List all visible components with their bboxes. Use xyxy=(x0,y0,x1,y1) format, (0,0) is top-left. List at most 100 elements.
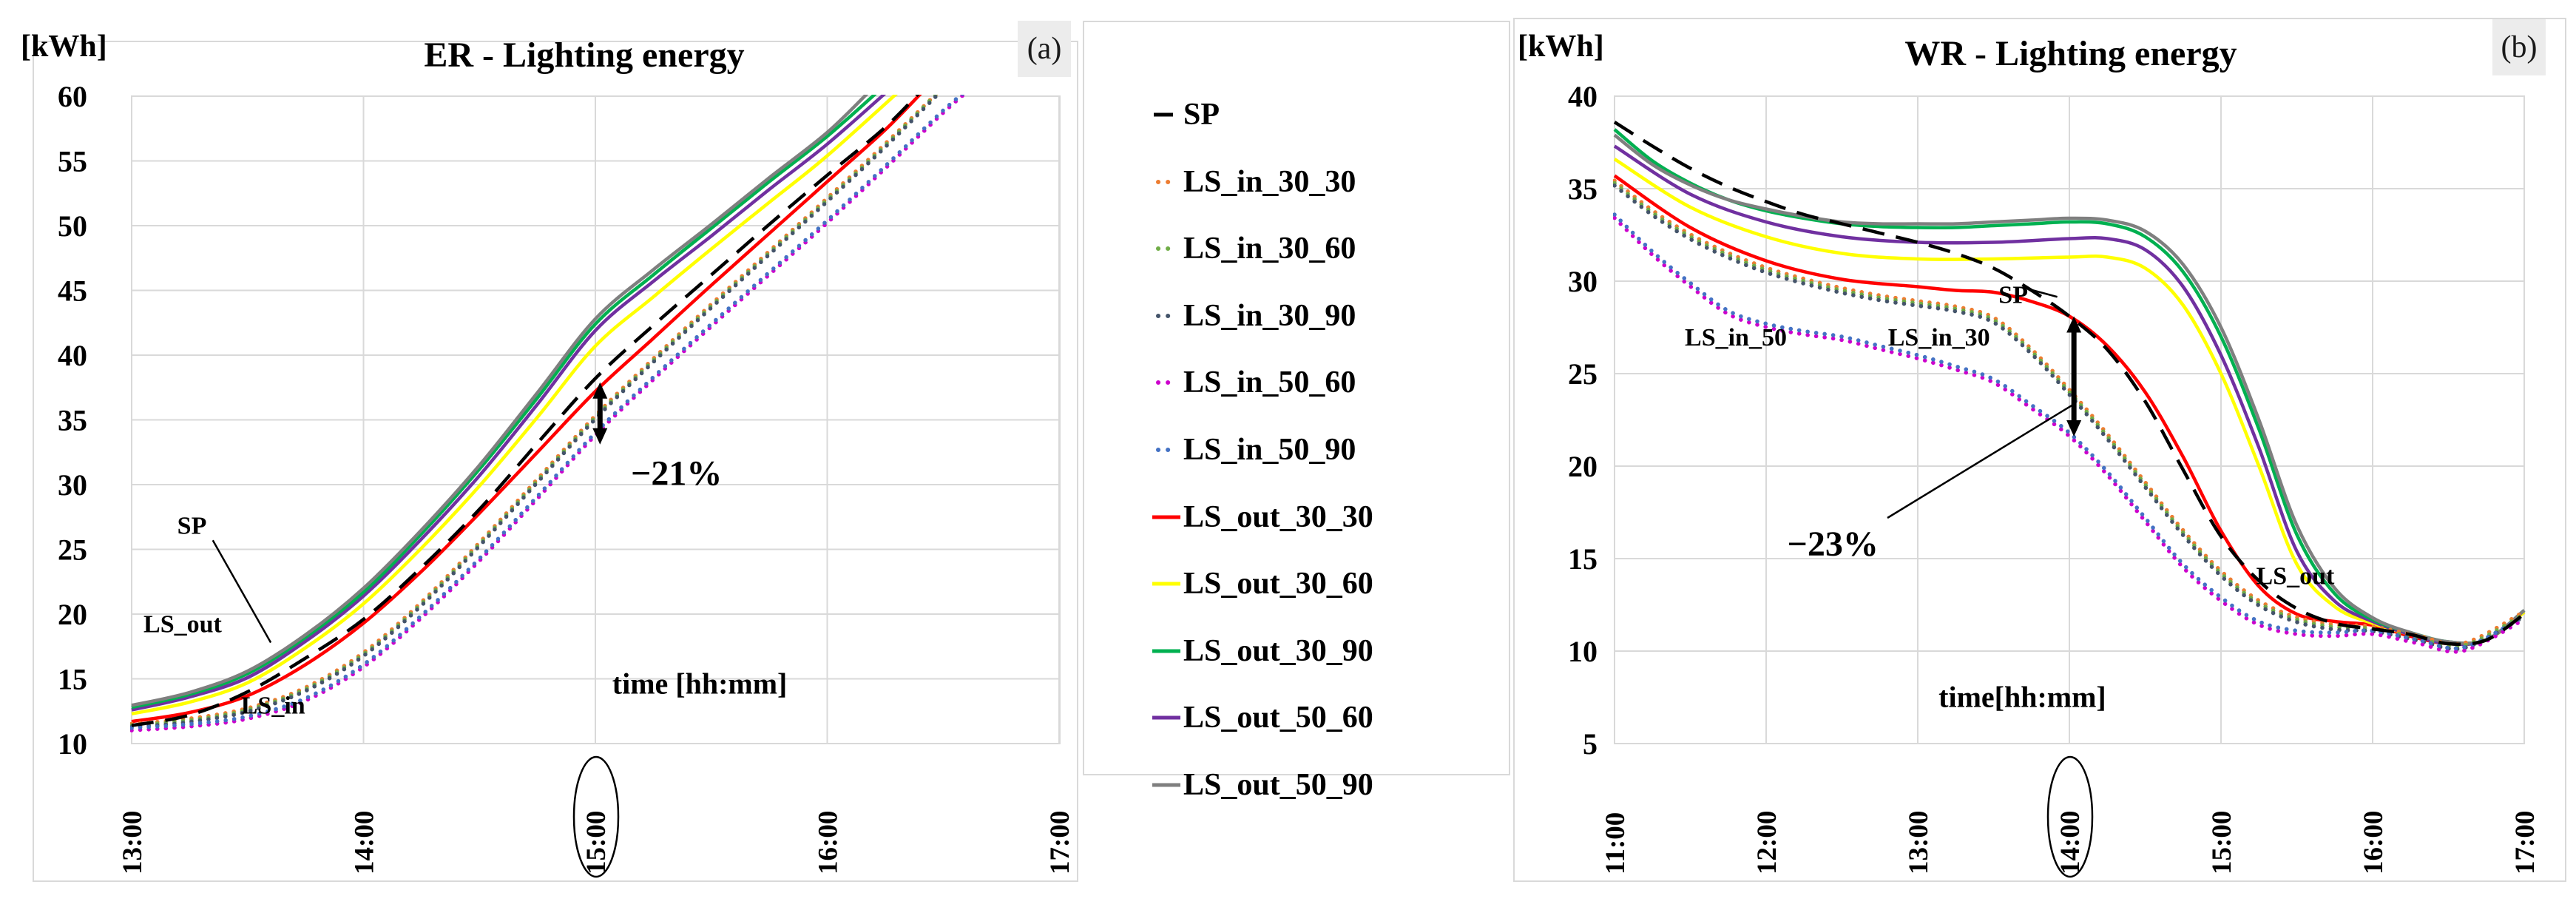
legend-label: LS_out_30_30 xyxy=(1183,499,1373,534)
y-tick-label: 20 xyxy=(1568,450,1598,483)
series-ls_in_50_90 xyxy=(130,95,965,730)
x-tick-label: 12:00 xyxy=(1752,811,1782,875)
x-axis-tick-labels: 13:00 14:00 15:00 16:00 17:00 xyxy=(118,755,1075,878)
chart-wr: WR - Lighting energy [kWh] 40 35 30 25 20 15 10 5… xyxy=(1518,30,2540,878)
percent-annotation: −23% xyxy=(1788,525,1879,564)
gridlines xyxy=(131,95,1061,744)
legend-label: LS_out_30_90 xyxy=(1183,633,1373,668)
subfigure-tag-a: (a) xyxy=(1018,21,1071,77)
series-ls_out_50_60 xyxy=(131,95,887,712)
series-sp xyxy=(1613,121,2526,647)
x-axis-tick-labels: 11:00 12:00 13:00 14:00 15:00 16:00 17:00 xyxy=(1600,755,2540,878)
annotation-pointer-line xyxy=(1887,404,2073,519)
annotations: LS_in_50 LS_in_30 SP LS_out −23% time[hh:mm] xyxy=(1685,282,2335,714)
legend-label: LS_in_30_30 xyxy=(1183,164,1356,199)
chart-er: ER - Lighting energy [kWh] 60 55 50 45 40 35 30 2… xyxy=(21,30,1075,878)
legend-label: LS_out_30_60 xyxy=(1183,567,1373,602)
legend-label: LS_in_30_90 xyxy=(1183,298,1356,333)
y-tick-label: 30 xyxy=(58,468,87,502)
legend-item-ls_out_30_90: LS_out_30_90 xyxy=(1084,632,1512,670)
y-tick-label: 15 xyxy=(1568,542,1598,576)
series-ls_in_50_90 xyxy=(1613,212,2526,651)
y-tick-label: 25 xyxy=(58,533,87,567)
annotations: SP LS_out LS_in −21% time [hh:mm] xyxy=(143,382,788,720)
percent-annotation: −21% xyxy=(631,454,722,493)
series-ls_in_50_60 xyxy=(1613,215,2526,654)
legend-label: SP xyxy=(1183,98,1220,132)
annotation-label-sp: SP xyxy=(178,512,207,539)
annotation-label-ls_in: LS_in xyxy=(241,693,305,720)
y-tick-label: 30 xyxy=(1568,265,1598,298)
legend-panel: SP LS_in_30_30 LS_in_30_60 LS_in_30_90 LS_in… xyxy=(1083,21,1512,802)
x-axis-label: time [hh:mm] xyxy=(612,667,788,701)
chart-title: WR - Lighting energy xyxy=(1904,34,2237,73)
x-tick-label: 13:00 xyxy=(118,811,148,875)
y-tick-label: 40 xyxy=(1568,80,1598,113)
series-ls_in_30_90 xyxy=(130,95,941,730)
y-tick-label: 15 xyxy=(58,663,87,696)
legend-item-ls_in_30_90: LS_in_30_90 xyxy=(1084,297,1512,335)
y-tick-label: 35 xyxy=(1568,172,1598,206)
series-lines xyxy=(1613,121,2526,654)
y-axis-tick-labels: 60 55 50 45 40 35 30 25 20 15 10 xyxy=(58,80,87,761)
legend-label: LS_in_50_60 xyxy=(1183,365,1356,400)
circled-tick-ellipse xyxy=(2046,755,2094,878)
chart-panel-wr xyxy=(1513,18,2566,882)
annotation-pointer-line xyxy=(212,539,272,644)
series-ls_in_30_30 xyxy=(130,95,939,726)
series-ls_in_30_60 xyxy=(130,95,939,728)
x-tick-label: 13:00 xyxy=(1904,811,1934,875)
y-tick-label: 40 xyxy=(58,339,87,372)
legend-item-ls_in_30_30: LS_in_30_30 xyxy=(1084,163,1512,201)
y-tick-label: 55 xyxy=(58,145,87,178)
series-ls_out_50_90 xyxy=(1613,133,2526,645)
annotation-label-sp: SP xyxy=(1998,282,2028,309)
subfigure-tag-b-label: (b) xyxy=(2501,30,2538,64)
series-ls_out_30_60 xyxy=(131,95,898,715)
y-tick-label: 45 xyxy=(58,274,87,308)
legend-item-ls_in_50_60: LS_in_50_60 xyxy=(1084,363,1512,402)
annotation-pointer-line xyxy=(2029,289,2058,298)
x-tick-label: 17:00 xyxy=(1045,811,1075,875)
legend-item-sp: SP xyxy=(1084,95,1512,134)
y-tick-label: 20 xyxy=(58,598,87,631)
y-tick-label: 10 xyxy=(1568,635,1598,668)
legend-label: LS_in_30_60 xyxy=(1183,232,1356,266)
chart-title: ER - Lighting energy xyxy=(424,36,744,75)
x-tick-label: 16:00 xyxy=(814,811,844,875)
series-ls_out_30_90 xyxy=(131,95,877,710)
chart-panel-er xyxy=(33,41,1078,882)
gridlines xyxy=(1614,95,2525,744)
y-axis-unit-label: [kWh] xyxy=(21,30,107,64)
legend-marker-solid-icon xyxy=(1152,715,1180,720)
legend-marker-solid-icon xyxy=(1152,515,1180,519)
range-arrow xyxy=(592,382,608,445)
annotation-label-ls_in_30: LS_in_30 xyxy=(1888,324,1990,351)
x-tick-label: 15:00 xyxy=(2207,811,2237,875)
x-tick-label: 17:00 xyxy=(2510,811,2540,875)
legend-item-ls_out_50_60: LS_out_50_60 xyxy=(1084,698,1512,737)
series-ls_out_30_30 xyxy=(131,95,922,724)
circled-tick-ellipse xyxy=(572,755,620,878)
x-tick-label: 11:00 xyxy=(1600,812,1631,875)
x-tick-label: 14:00 xyxy=(350,811,380,875)
annotation-label-ls_out: LS_out xyxy=(143,610,222,638)
series-lines xyxy=(130,95,967,732)
legend-label: LS_in_50_90 xyxy=(1183,433,1356,467)
y-tick-label: 35 xyxy=(58,404,87,437)
subfigure-tag-a-label: (a) xyxy=(1027,32,1062,66)
legend-marker-solid-icon xyxy=(1152,582,1180,586)
legend-item-ls_out_30_60: LS_out_30_60 xyxy=(1084,565,1512,603)
y-tick-label: 25 xyxy=(1568,357,1598,391)
series-ls_out_50_90 xyxy=(131,95,869,707)
legend-item-ls_out_30_30: LS_out_30_30 xyxy=(1084,498,1512,536)
annotation-label-ls_out: LS_out xyxy=(2256,563,2335,590)
annotation-label-ls_in_50: LS_in_50 xyxy=(1685,324,1787,351)
y-tick-label: 60 xyxy=(58,80,87,113)
legend-marker-solid-icon xyxy=(1152,783,1180,787)
legend-marker-solid-icon xyxy=(1152,649,1180,653)
legend-item-ls_in_50_90: LS_in_50_90 xyxy=(1084,431,1512,469)
y-tick-label: 10 xyxy=(58,727,87,761)
